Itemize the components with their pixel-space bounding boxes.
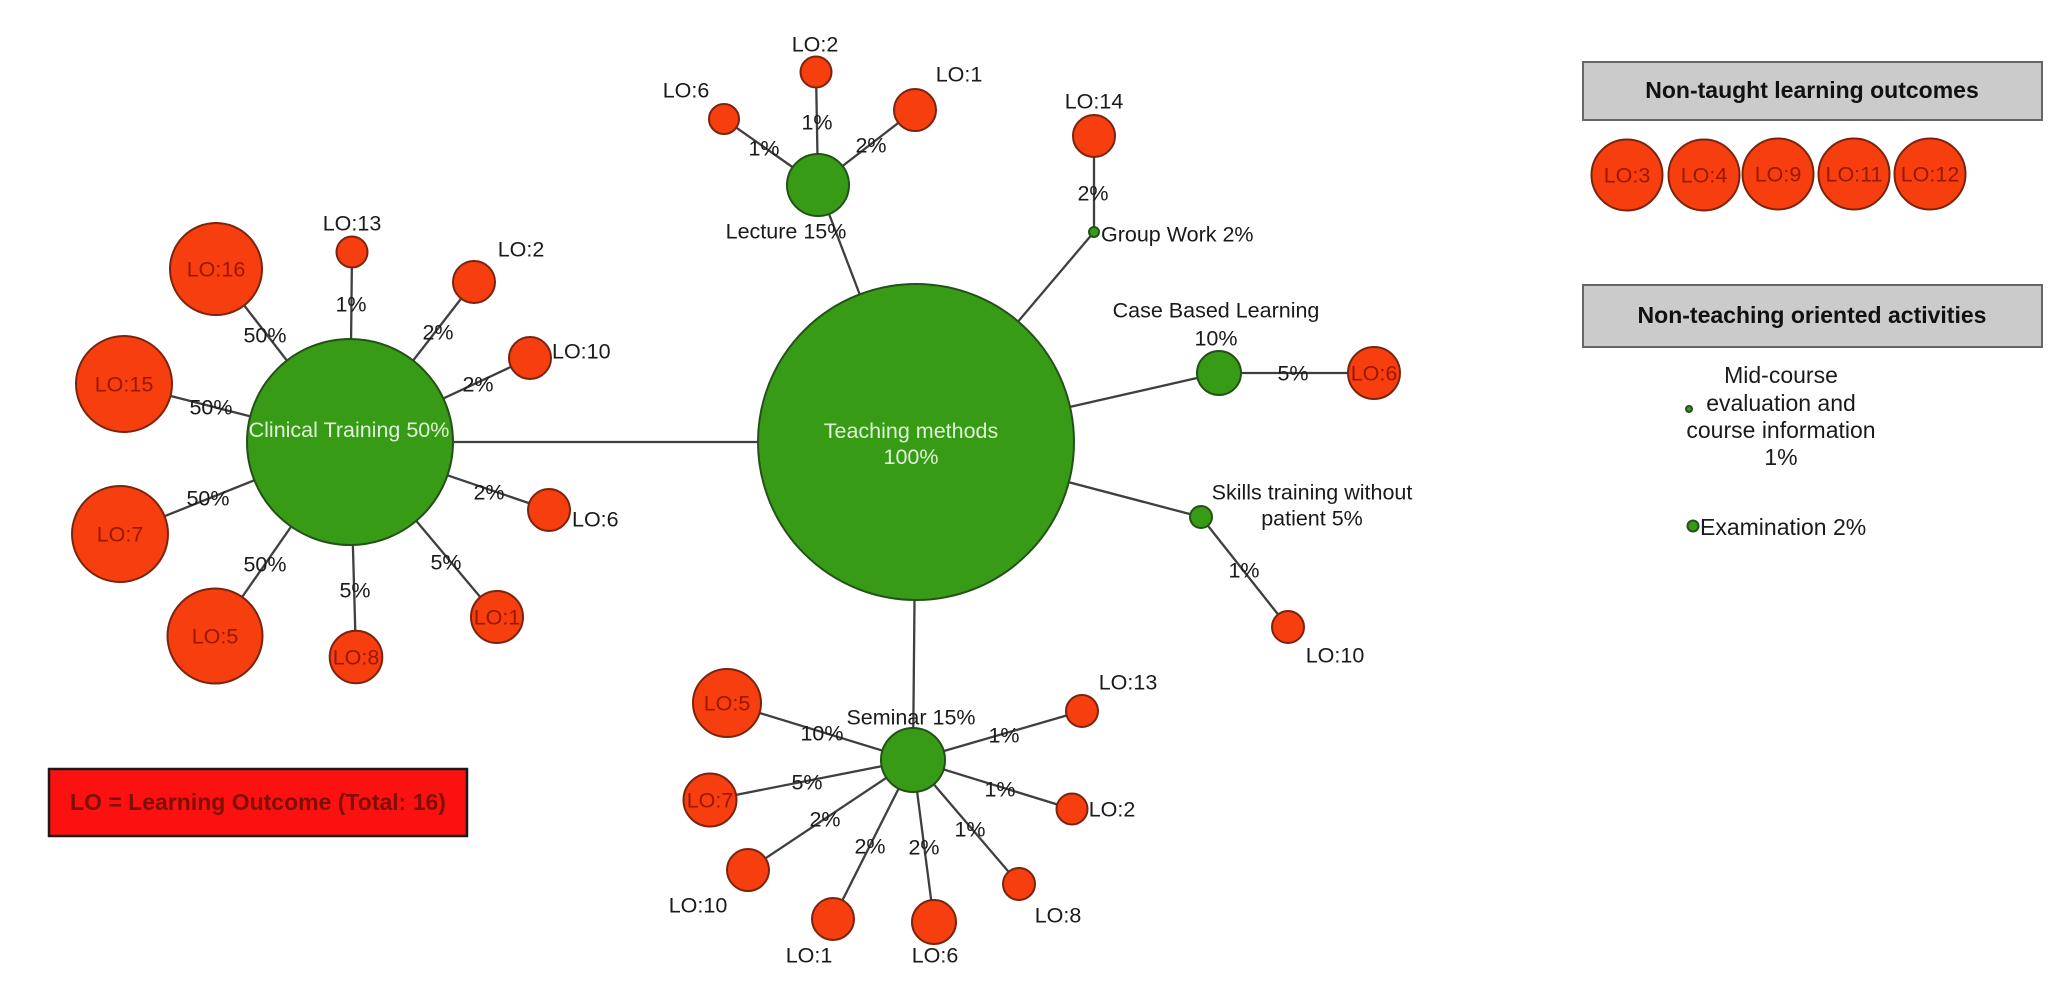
svg-text:1%: 1% bbox=[954, 818, 985, 842]
svg-text:evaluation and: evaluation and bbox=[1706, 390, 1856, 416]
svg-text:Clinical Training 50%: Clinical Training 50% bbox=[249, 418, 450, 442]
svg-text:2%: 2% bbox=[1077, 182, 1108, 206]
svg-text:LO:5: LO:5 bbox=[704, 692, 751, 716]
svg-text:2%: 2% bbox=[855, 134, 886, 158]
svg-text:LO:2: LO:2 bbox=[792, 33, 839, 57]
svg-text:LO:2: LO:2 bbox=[498, 238, 545, 262]
svg-text:LO:14: LO:14 bbox=[1065, 90, 1124, 114]
svg-text:Non-teaching oriented activiti: Non-teaching oriented activities bbox=[1638, 302, 1987, 328]
svg-text:Case Based Learning: Case Based Learning bbox=[1113, 299, 1320, 323]
svg-text:1%: 1% bbox=[748, 137, 779, 161]
svg-text:1%: 1% bbox=[988, 724, 1019, 748]
svg-text:Non-taught learning outcomes: Non-taught learning outcomes bbox=[1645, 77, 1979, 103]
svg-text:LO:15: LO:15 bbox=[95, 373, 154, 397]
svg-text:2%: 2% bbox=[462, 373, 493, 397]
svg-text:LO:3: LO:3 bbox=[1604, 164, 1651, 188]
svg-text:Seminar 15%: Seminar 15% bbox=[846, 706, 975, 730]
svg-text:5%: 5% bbox=[430, 551, 461, 575]
svg-text:1%: 1% bbox=[801, 111, 832, 135]
svg-text:10%: 10% bbox=[800, 722, 843, 746]
svg-text:LO:8: LO:8 bbox=[1035, 904, 1082, 928]
svg-text:2%: 2% bbox=[422, 321, 453, 345]
svg-text:50%: 50% bbox=[243, 324, 286, 348]
svg-text:2%: 2% bbox=[473, 481, 504, 505]
svg-text:5%: 5% bbox=[1277, 362, 1308, 386]
svg-text:LO:6: LO:6 bbox=[912, 944, 959, 968]
svg-text:LO:12: LO:12 bbox=[1901, 163, 1960, 187]
svg-text:LO:13: LO:13 bbox=[1099, 671, 1158, 695]
svg-text:LO:1: LO:1 bbox=[474, 606, 521, 630]
svg-text:LO:5: LO:5 bbox=[192, 625, 239, 649]
svg-text:2%: 2% bbox=[908, 836, 939, 860]
svg-text:LO:6: LO:6 bbox=[663, 79, 710, 103]
svg-text:LO:6: LO:6 bbox=[572, 508, 619, 532]
svg-text:1%: 1% bbox=[1764, 444, 1797, 470]
svg-text:5%: 5% bbox=[339, 579, 370, 603]
svg-text:LO:8: LO:8 bbox=[333, 646, 380, 670]
svg-text:LO:11: LO:11 bbox=[1826, 163, 1883, 187]
svg-text:LO = Learning Outcome (Total:: LO = Learning Outcome (Total: 16) bbox=[70, 789, 446, 815]
svg-text:LO:1: LO:1 bbox=[936, 63, 983, 87]
svg-text:course information: course information bbox=[1686, 417, 1875, 443]
svg-text:Teaching methods: Teaching methods bbox=[824, 419, 999, 443]
svg-text:10%: 10% bbox=[1194, 327, 1237, 351]
svg-text:50%: 50% bbox=[243, 553, 286, 577]
svg-text:LO:7: LO:7 bbox=[97, 523, 144, 547]
svg-text:5%: 5% bbox=[791, 771, 822, 795]
svg-text:LO:2: LO:2 bbox=[1089, 798, 1136, 822]
svg-text:LO:10: LO:10 bbox=[552, 340, 611, 364]
svg-text:LO:1: LO:1 bbox=[786, 944, 833, 968]
svg-text:2%: 2% bbox=[854, 835, 885, 859]
svg-text:Group Work 2%: Group Work 2% bbox=[1101, 223, 1254, 247]
svg-text:50%: 50% bbox=[186, 487, 229, 511]
svg-text:LO:7: LO:7 bbox=[687, 789, 734, 813]
svg-text:Skills training without: Skills training without bbox=[1212, 481, 1413, 505]
svg-text:Examination 2%: Examination 2% bbox=[1700, 514, 1866, 540]
svg-text:Lecture 15%: Lecture 15% bbox=[726, 220, 847, 244]
svg-text:LO:4: LO:4 bbox=[1681, 164, 1728, 188]
svg-text:LO:9: LO:9 bbox=[1755, 163, 1802, 187]
svg-text:100%: 100% bbox=[884, 445, 939, 469]
svg-text:LO:10: LO:10 bbox=[669, 894, 728, 918]
svg-text:LO:16: LO:16 bbox=[187, 258, 246, 282]
svg-text:2%: 2% bbox=[809, 808, 840, 832]
svg-text:50%: 50% bbox=[189, 396, 232, 420]
svg-text:Mid-course: Mid-course bbox=[1724, 362, 1838, 388]
svg-text:LO:10: LO:10 bbox=[1306, 644, 1365, 668]
svg-text:1%: 1% bbox=[984, 778, 1015, 802]
svg-text:LO:13: LO:13 bbox=[323, 212, 382, 236]
svg-text:1%: 1% bbox=[1228, 559, 1259, 583]
svg-text:LO:6: LO:6 bbox=[1351, 362, 1398, 386]
svg-text:patient 5%: patient 5% bbox=[1261, 507, 1363, 531]
svg-text:1%: 1% bbox=[335, 293, 366, 317]
